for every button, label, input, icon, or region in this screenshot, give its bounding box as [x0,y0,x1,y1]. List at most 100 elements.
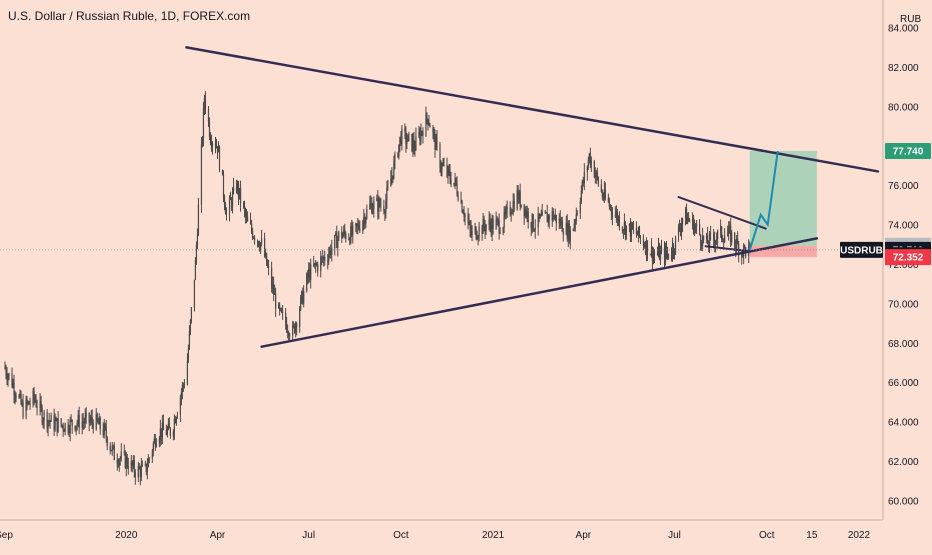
candle [636,230,639,236]
candle [649,253,652,256]
candle [268,259,270,276]
candle [717,229,719,248]
candle [495,211,497,230]
candle [385,193,387,219]
candle [442,158,444,167]
candle [503,206,505,234]
candle [140,458,142,482]
y-tick-label: 72.000 [888,260,919,271]
candle [331,239,333,262]
candle [96,412,98,423]
candle [224,201,227,215]
candle [386,181,388,209]
candle [399,136,401,153]
upper-trendline[interactable] [185,46,880,173]
candle [707,226,709,245]
candle [475,226,477,241]
candle [532,213,534,232]
candle [623,213,626,235]
candle [455,177,457,187]
channel-lower-line[interactable] [704,245,751,253]
candle [524,206,526,219]
candle [165,424,167,436]
candle [379,197,381,208]
candle [61,424,63,429]
candle [237,180,240,206]
candle [632,220,635,234]
candle [250,219,253,235]
candle [533,228,535,233]
candle [47,419,49,437]
candle [263,232,266,258]
candle [309,262,311,283]
candle [246,211,249,222]
candle [253,235,256,245]
candle [53,408,55,436]
candle [667,253,670,260]
candle [33,387,35,406]
lower-trendline[interactable] [260,237,819,348]
candle [525,205,527,219]
candle [330,244,332,259]
candle [187,344,190,363]
candle [567,220,569,248]
candle [21,399,23,407]
candle [362,219,364,235]
candle [60,418,62,428]
candle [573,219,575,232]
candle [292,320,294,341]
candle [520,204,522,209]
candle [547,214,549,227]
candle [488,211,490,231]
candle [286,317,288,334]
candle [456,176,458,197]
candle [510,207,512,222]
candle [666,246,669,261]
candle [631,222,634,230]
candle [586,165,588,181]
candle [651,246,654,270]
candle [209,132,212,146]
candle [19,389,21,399]
candle [293,321,295,329]
candle [260,229,263,247]
candle [695,220,698,234]
candle [179,394,182,422]
candle [63,428,65,432]
candle [217,141,220,153]
candle [414,140,416,157]
candle [54,413,56,432]
candle [468,213,470,226]
candle [145,463,147,476]
candle [141,460,143,468]
candle [558,213,560,230]
candle [48,412,50,427]
candle [611,207,613,226]
candle [421,130,423,137]
candle [629,218,632,243]
candle [393,155,395,180]
candle [729,221,731,234]
channel-upper-line[interactable] [677,196,767,230]
candle [120,443,122,462]
candle [159,419,161,447]
candle [26,396,28,411]
projection-path[interactable] [748,150,779,251]
candle [314,262,316,269]
candle [82,412,84,431]
candle [512,193,514,216]
candle [327,254,329,270]
candle [453,182,455,187]
candle [113,442,115,461]
candle [587,156,589,171]
candle [106,436,108,451]
candle [88,412,90,432]
candle [449,164,451,185]
candle [344,223,346,239]
candle [511,209,513,215]
candle [700,240,703,251]
candle [127,457,129,475]
candle [223,194,226,211]
